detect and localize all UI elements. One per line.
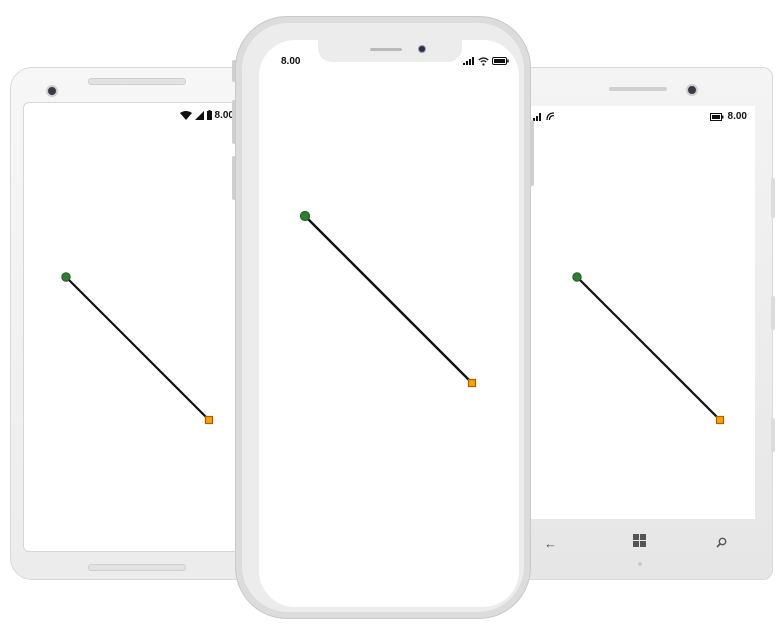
volume-down-button[interactable] bbox=[232, 156, 236, 200]
android-status-bar: 8.00 bbox=[179, 109, 234, 121]
windows-status-right: 8.00 bbox=[709, 111, 747, 122]
iphone-side-button[interactable] bbox=[530, 120, 534, 186]
connector-source-handle[interactable] bbox=[61, 272, 71, 282]
windows-screen: 8.00 bbox=[527, 106, 755, 519]
iphone-front-camera-icon bbox=[418, 45, 426, 53]
wifi-icon bbox=[179, 110, 192, 120]
connector-target-handle[interactable] bbox=[715, 415, 725, 425]
android-status-time: 8.00 bbox=[214, 109, 234, 121]
battery-icon bbox=[709, 112, 724, 121]
mute-switch[interactable] bbox=[232, 60, 236, 82]
windows-front-camera-icon bbox=[686, 84, 698, 96]
iphone-notch bbox=[318, 40, 462, 62]
battery-icon bbox=[492, 57, 509, 65]
connector-line[interactable] bbox=[576, 276, 721, 421]
android-top-speaker bbox=[88, 78, 186, 85]
android-bottom-speaker bbox=[88, 564, 186, 571]
iphone-device-frame: 8.00 bbox=[235, 16, 531, 619]
iphone-status-time: 8.00 bbox=[281, 56, 301, 67]
connector-line[interactable] bbox=[65, 276, 210, 421]
windows-device-frame: 8.00 ← bbox=[512, 67, 775, 580]
windows-logo-icon[interactable] bbox=[633, 534, 646, 547]
windows-diagram-canvas bbox=[572, 272, 725, 425]
windows-status-left bbox=[533, 112, 555, 121]
windows-bottom-dot bbox=[638, 562, 642, 566]
battery-icon bbox=[206, 110, 212, 120]
connector-source-handle[interactable] bbox=[299, 210, 311, 222]
connector-target-handle[interactable] bbox=[204, 415, 214, 425]
android-diagram-canvas bbox=[61, 272, 214, 425]
iphone-screen: 8.00 bbox=[259, 40, 519, 607]
connector-target-handle[interactable] bbox=[467, 378, 477, 388]
android-screen: 8.00 bbox=[23, 102, 265, 552]
wifi-icon bbox=[478, 56, 489, 66]
iphone-status-bar bbox=[463, 56, 509, 66]
cellular-signal-icon bbox=[194, 110, 204, 120]
windows-status-time: 8.00 bbox=[727, 111, 747, 122]
iphone-speaker-grille bbox=[370, 48, 402, 51]
wifi-icon bbox=[546, 112, 555, 121]
iphone-bezel: 8.00 bbox=[242, 23, 524, 612]
windows-speaker bbox=[609, 87, 667, 91]
volume-button[interactable] bbox=[771, 178, 775, 218]
android-front-camera-icon bbox=[46, 85, 58, 97]
iphone-diagram-canvas bbox=[299, 210, 477, 388]
cellular-signal-icon bbox=[463, 57, 474, 65]
search-icon[interactable] bbox=[716, 536, 727, 551]
power-button[interactable] bbox=[771, 296, 775, 330]
back-arrow-icon[interactable]: ← bbox=[544, 536, 557, 551]
cellular-signal-icon bbox=[533, 112, 541, 121]
volume-up-button[interactable] bbox=[232, 100, 236, 144]
connector-source-handle[interactable] bbox=[572, 272, 582, 282]
camera-button[interactable] bbox=[771, 418, 775, 452]
connector-line[interactable] bbox=[304, 215, 473, 384]
